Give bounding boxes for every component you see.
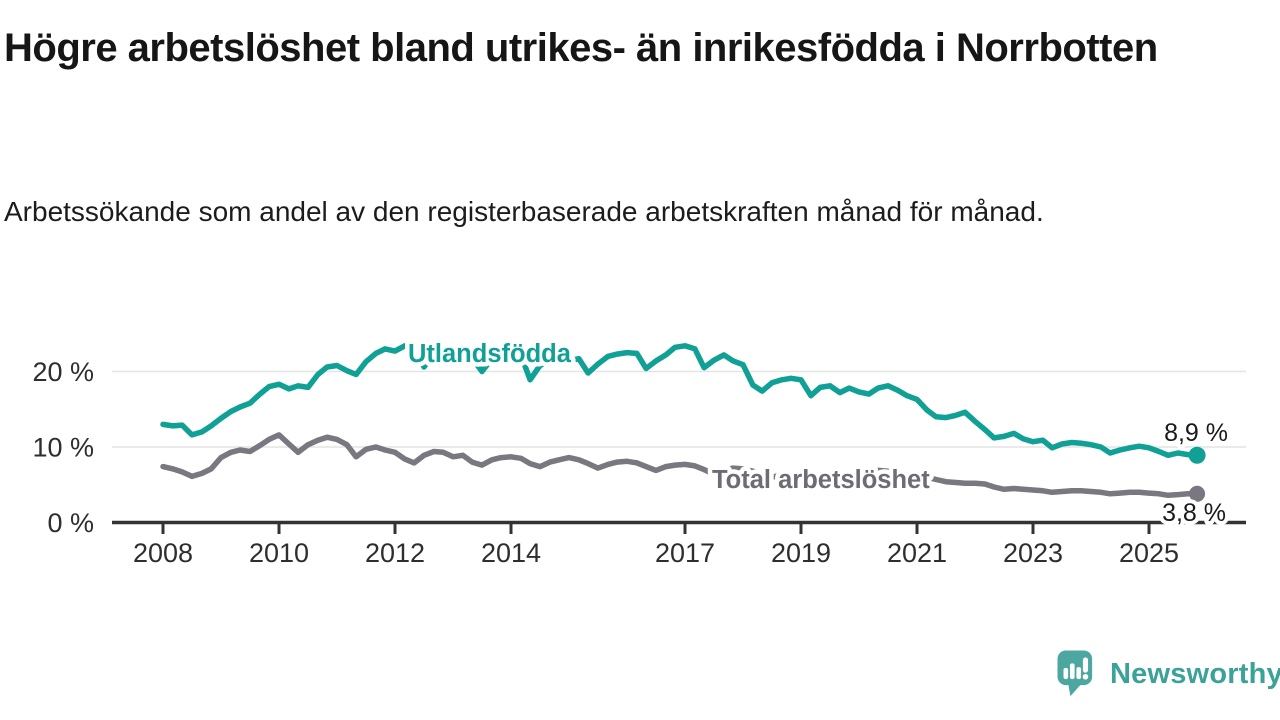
y-tick-label: 10 % [32, 433, 94, 463]
x-tick-label: 2025 [1119, 538, 1179, 568]
newsworthy-logo: Newsworthy [1057, 649, 1280, 699]
total-end-dot [1189, 485, 1206, 502]
utlandsfodda-series-label: Utlandsfödda [408, 340, 572, 368]
x-tick-label: 2012 [365, 538, 425, 568]
x-tick-label: 2023 [1003, 538, 1063, 568]
x-tick-label: 2021 [887, 538, 947, 568]
total-end-value-label: 3,8 % [1162, 499, 1226, 527]
x-tick-label: 2017 [655, 538, 715, 568]
total-series-label: Total arbetslöshet [712, 466, 930, 494]
chart-subtitle: Arbetssökande som andel av den registerb… [4, 196, 1044, 227]
utlandsfodda-end-value-label: 8,9 % [1164, 419, 1228, 447]
x-tick-label: 2010 [249, 538, 309, 568]
utlandsfodda-line [160, 343, 1200, 459]
x-tick-label: 2008 [133, 538, 193, 568]
y-tick-label: 0 % [47, 508, 94, 538]
x-tick-label: 2019 [771, 538, 831, 568]
y-tick-label: 20 % [32, 357, 94, 387]
chart-title: Högre arbetslöshet bland utrikes- än inr… [4, 26, 1158, 70]
utlandsfodda-end-dot [1188, 446, 1206, 464]
total-line [160, 432, 1200, 499]
newsworthy-speech-bubble-chart-icon [1057, 650, 1093, 697]
x-tick-label: 2014 [481, 538, 541, 568]
newsworthy-logo-text: Newsworthy [1110, 657, 1280, 690]
